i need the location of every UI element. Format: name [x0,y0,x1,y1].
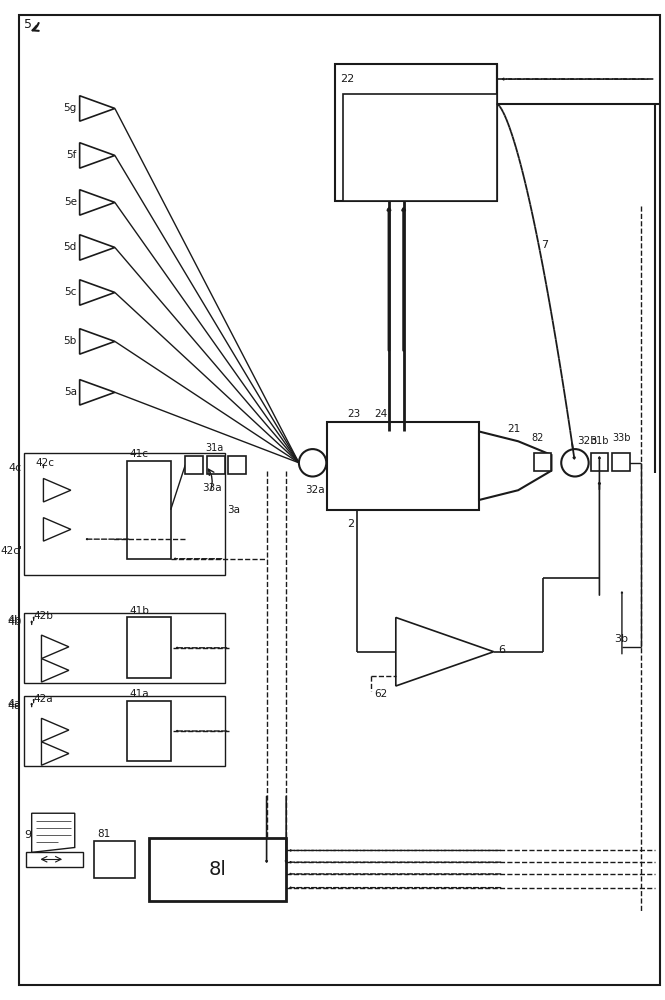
Text: 62: 62 [374,689,388,699]
Text: 42b: 42b [34,611,53,621]
Polygon shape [80,143,115,168]
Polygon shape [80,190,115,215]
Polygon shape [26,852,82,867]
Text: 21: 21 [507,424,521,434]
Bar [228,456,246,474]
Text: 5g: 5g [63,103,76,113]
Text: 32a: 32a [305,485,325,495]
Bar [24,613,225,683]
Text: 4b: 4b [8,615,22,625]
Text: 32b: 32b [577,436,597,446]
Text: 5e: 5e [64,197,76,207]
Text: 4c: 4c [9,463,22,473]
Text: 22: 22 [340,74,354,84]
Bar [343,94,497,201]
Text: 82: 82 [532,433,544,443]
Polygon shape [80,380,115,405]
Text: 3b: 3b [614,634,628,644]
Text: 41a: 41a [130,689,149,699]
Bar [149,838,286,901]
Polygon shape [41,718,69,742]
Text: 42a: 42a [34,694,53,704]
Polygon shape [80,280,115,305]
Text: 31b: 31b [591,436,609,446]
Text: 5b: 5b [63,336,76,346]
Polygon shape [41,635,69,659]
Polygon shape [80,96,115,121]
Bar [612,453,630,471]
Bar [126,617,171,678]
Bar [94,841,136,878]
Text: 5c: 5c [65,287,76,297]
Text: 4b: 4b [8,617,22,627]
Text: 7: 7 [541,240,548,250]
Bar [534,453,551,471]
Bar [24,453,225,575]
Text: 23: 23 [347,409,360,419]
Text: 81: 81 [97,829,110,839]
Bar [186,456,203,474]
Polygon shape [80,235,115,260]
Text: 4a: 4a [8,699,22,709]
Bar [591,453,608,471]
Text: 6: 6 [499,645,505,655]
Bar [335,64,497,201]
Text: 41c: 41c [130,449,148,459]
Bar [327,422,479,510]
Polygon shape [43,518,71,541]
Text: 9: 9 [24,830,31,840]
Text: 31a: 31a [205,443,224,453]
Polygon shape [479,431,551,500]
Text: 2: 2 [347,519,354,529]
Polygon shape [396,617,493,686]
Text: 8l: 8l [209,860,227,879]
Text: 3a: 3a [227,505,241,515]
Text: 5: 5 [24,18,32,31]
Polygon shape [32,813,74,852]
Bar [24,696,225,766]
Bar [126,701,171,761]
Text: 5f: 5f [66,150,76,160]
Text: 5d: 5d [63,242,76,252]
Text: 42c: 42c [36,458,55,468]
Bar [126,461,171,559]
Circle shape [561,449,589,477]
Polygon shape [80,329,115,354]
Text: 33b: 33b [612,433,630,443]
Text: 41b: 41b [130,606,150,616]
Text: 5a: 5a [64,387,76,397]
Text: 24: 24 [374,409,388,419]
Circle shape [299,449,327,477]
Text: 33a: 33a [202,483,221,493]
Text: 42c': 42c' [0,546,22,556]
Polygon shape [41,742,69,765]
Polygon shape [41,659,69,682]
Bar [207,456,225,474]
Polygon shape [43,478,71,502]
Text: 4a: 4a [8,701,22,711]
